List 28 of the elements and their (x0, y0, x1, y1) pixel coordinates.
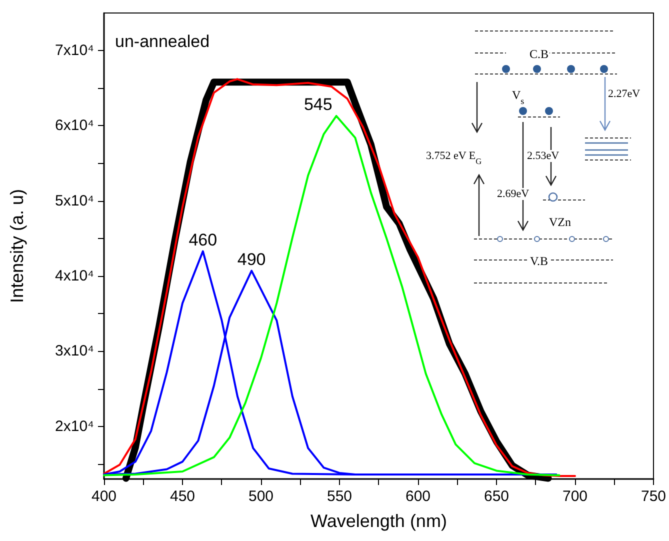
y-tick-label: 7x10⁴ (55, 42, 94, 60)
x-tick-label: 500 (248, 488, 274, 505)
annotation: 3.752 eV E$_{G}$ (426, 150, 482, 166)
x-tick-label: 700 (562, 488, 588, 505)
annotation: 545 (304, 94, 332, 114)
x-tick-label: 750 (640, 488, 666, 505)
y-axis-title: Intensity (a. u) (7, 188, 27, 304)
annotation: V$_{s}$ (512, 88, 525, 106)
y-tick-label: 5x10⁴ (55, 192, 94, 210)
annotation: 2.27eV (608, 88, 640, 100)
y-tick-label: 6x10⁴ (55, 117, 94, 134)
annotation: C.B (529, 47, 549, 61)
y-tick-label: 4x10⁴ (55, 268, 94, 285)
annotation: VZn (549, 215, 571, 229)
x-axis-title: Wavelength (nm) (310, 511, 447, 531)
annotation: V.B (530, 254, 548, 268)
annotation: 460 (188, 230, 218, 250)
x-tick-label: 550 (326, 488, 352, 505)
x-tick-label: 400 (91, 488, 117, 505)
annotation: 2.69eV (497, 188, 530, 200)
y-tick-label: 3x10⁴ (55, 342, 94, 360)
y-tick-label: 2x10⁴ (55, 418, 94, 435)
x-tick-label: 600 (405, 488, 431, 505)
x-tick-label: 450 (170, 488, 196, 505)
annotation: 2.53eV (527, 150, 560, 162)
x-tick-label: 650 (484, 488, 510, 505)
annotation: un-annealed (115, 32, 210, 51)
annotation: 490 (237, 250, 266, 269)
